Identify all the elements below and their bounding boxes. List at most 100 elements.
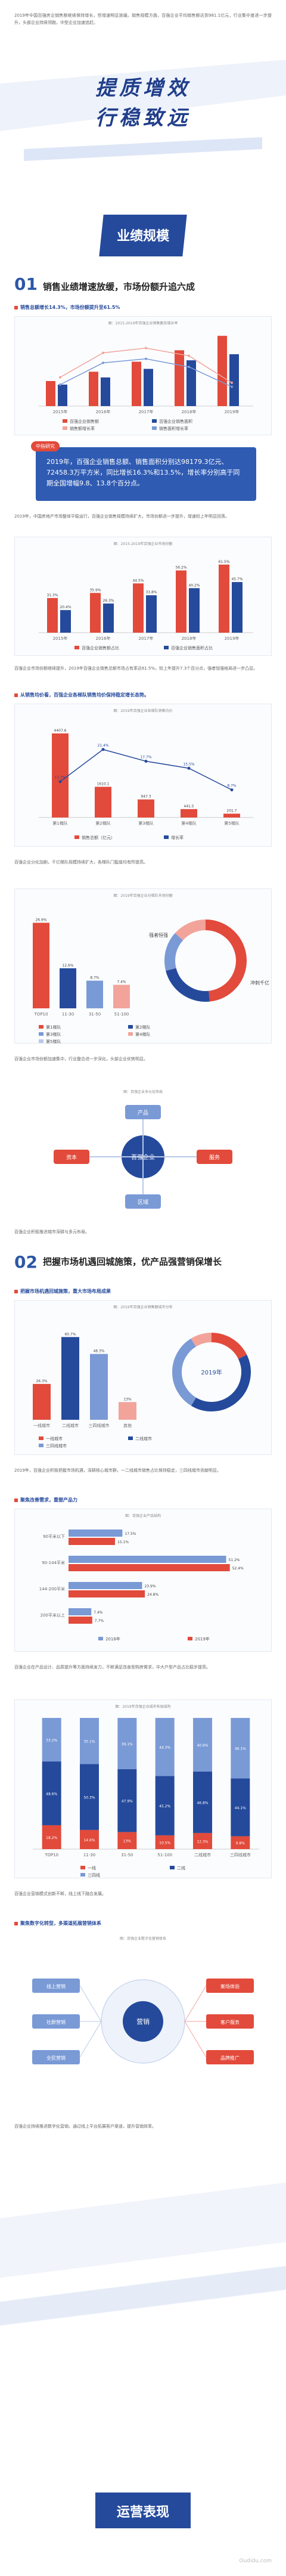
data-label: 20.4% — [60, 605, 71, 609]
legend-swatch — [128, 1032, 133, 1036]
stacked-bar — [80, 1829, 99, 1849]
stacked-bar — [42, 1825, 61, 1849]
data-label: 201.7 — [226, 809, 237, 813]
decorative-band — [0, 2182, 286, 2326]
diagram-node-label: 品牌推广 — [220, 2055, 240, 2061]
section1-title: 销售业绩增速放缓，市场份额升追六成 — [43, 281, 195, 292]
data-label: 56.2% — [175, 566, 186, 570]
diagram-node-label: 资本 — [66, 1154, 77, 1161]
x-tick-label: 11-30 — [62, 1012, 74, 1017]
section2-body4: 百强企业营销模式创新不断，线上线下融合发展。 — [14, 1891, 106, 1896]
stacked-bar — [155, 1718, 175, 1776]
callout-text: 2019年，百强企业销售总额、销售面积分别达98179.3亿元、72458.3万… — [46, 458, 240, 487]
legend-label: 百强企业销售面积占比 — [171, 645, 213, 651]
section1-body5: 百强企业市场份额加速集中，行业整合进一步深化，头部企业优势明显。 — [14, 1057, 148, 1061]
bar — [46, 381, 55, 406]
growth-point — [59, 383, 61, 386]
x-tick-label: 第1梯队 — [52, 821, 67, 826]
data-label: 9.8% — [236, 1841, 245, 1846]
diagram-node-label: 区域 — [138, 1199, 148, 1206]
x-tick-label: 其他 — [123, 1423, 132, 1428]
donut-slice — [164, 933, 184, 971]
data-label: 35.1% — [83, 1740, 95, 1744]
data-label: 50.3% — [83, 1796, 95, 1800]
legend-swatch — [80, 1866, 85, 1869]
legend-label: 百强企业销售面积 — [159, 419, 192, 424]
diagram-center-label: 营销 — [136, 2017, 150, 2026]
x-tick-label: 2018年 — [182, 409, 197, 414]
bar — [144, 369, 153, 406]
rate-point — [187, 766, 191, 770]
section1-body6: 百强企业积极推进城市深耕与多元布局。 — [14, 1230, 89, 1234]
data-label: 33.2% — [46, 1739, 57, 1743]
data-label: 33.8% — [145, 590, 157, 595]
section2-subheading1: 把握市场机遇回城施策，重大市场布局成果 — [14, 1288, 111, 1295]
bottom-banner: 运营表现 — [95, 2493, 191, 2528]
y-tick-label: 90-144平米 — [42, 1560, 65, 1565]
legend-swatch — [63, 426, 67, 430]
diagram1-svg: 百强企业产品服务区域资本 — [54, 1105, 232, 1209]
diagram-node-label: 社群营销 — [46, 2019, 66, 2025]
growth-point — [188, 366, 190, 369]
stacked-bar — [42, 1761, 61, 1825]
diagram-node — [125, 1194, 161, 1209]
data-label: 12.3% — [197, 1840, 208, 1844]
section1-body4: 百强企业分化加剧，千亿梯队规模持续扩大，各梯队门槛值均有所提高。 — [14, 860, 148, 865]
x-tick-label: 三四线城市 — [230, 1852, 251, 1857]
chart6-caption: 图：百强企业产品结构 — [125, 1514, 161, 1518]
diagram-link — [79, 1985, 102, 2022]
x-tick-label: 二线城市 — [194, 1852, 211, 1857]
y-tick-label: 144-200平米 — [39, 1586, 65, 1592]
x-tick-label: 2015年 — [53, 409, 68, 414]
legend-label: 第2梯队 — [135, 1024, 150, 1030]
data-label: 26.9% — [35, 918, 46, 922]
data-label: 18.2% — [46, 1836, 57, 1840]
donut-slice — [211, 1333, 247, 1360]
bar — [33, 922, 49, 1008]
bar — [69, 1538, 116, 1545]
stacked-bar — [193, 1771, 212, 1833]
x-tick-label: 2016年 — [96, 636, 111, 641]
chart1-svg: 2015年 2016年 2017年 2018年 2019年百强企业销售额 百强企业销售面积… — [39, 336, 253, 431]
bar — [176, 570, 186, 633]
donut-slice — [205, 919, 247, 1002]
section2-subheading3: 聚焦数字化转型，多渠道拓展营销体系 — [14, 1920, 101, 1927]
diagram2-caption: 图：百强企业数字化营销体系 — [119, 1937, 166, 1941]
data-label: 46.8% — [197, 1801, 208, 1805]
diagram-node-label: 客户服务 — [220, 2019, 240, 2025]
diagram-node-label: 线上营销 — [46, 1983, 66, 1989]
growth-point — [145, 357, 147, 360]
rate-point — [144, 760, 148, 763]
section-banner: 业绩规模 — [99, 215, 187, 256]
x-tick-label: 第5梯队 — [224, 821, 239, 826]
chart7-svg: 18.2% 48.6% 33.2% TOP10 14.6% 50.3% 35.1% 11-30… — [33, 1718, 259, 1878]
legend-label: 第4梯队 — [135, 1032, 150, 1037]
diagram-node-label: 产品 — [138, 1109, 148, 1116]
bar — [90, 1354, 108, 1420]
legend-swatch — [63, 419, 67, 423]
legend-label: 一线城市 — [46, 1436, 63, 1441]
bar — [101, 377, 110, 406]
section1-body1: 2019年，中国房地产市场整体平稳运行，百强企业销售规模持续扩大，市场份额进一步… — [14, 514, 229, 519]
legend-label: 三四线城市 — [46, 1443, 67, 1448]
x-tick-label: 2017年 — [139, 409, 154, 414]
bar — [223, 813, 240, 818]
legend-label: 百强企业销售额 — [70, 419, 99, 424]
data-label: 4407.6 — [54, 729, 67, 733]
diagram-node — [32, 2050, 80, 2064]
bar — [189, 588, 200, 633]
stacked-bar — [155, 1776, 175, 1835]
rate-point — [230, 788, 234, 792]
bar — [60, 610, 71, 633]
data-label: 1610.1 — [97, 782, 110, 786]
bar — [229, 354, 239, 406]
stacked-bar — [231, 1778, 250, 1837]
callout-box: 中指研究 2019年，百强企业销售总额、销售面积分别达98179.3亿元、724… — [31, 441, 256, 501]
legend-label: 百强企业销售额占比 — [82, 645, 119, 651]
rate-label: 21.4% — [97, 744, 108, 748]
stacked-bar — [117, 1718, 137, 1770]
growth-point — [231, 385, 233, 388]
diagram-node — [125, 1105, 161, 1119]
hero-line2: 行稳致远 — [95, 106, 191, 130]
data-label: 26.3% — [102, 599, 114, 603]
